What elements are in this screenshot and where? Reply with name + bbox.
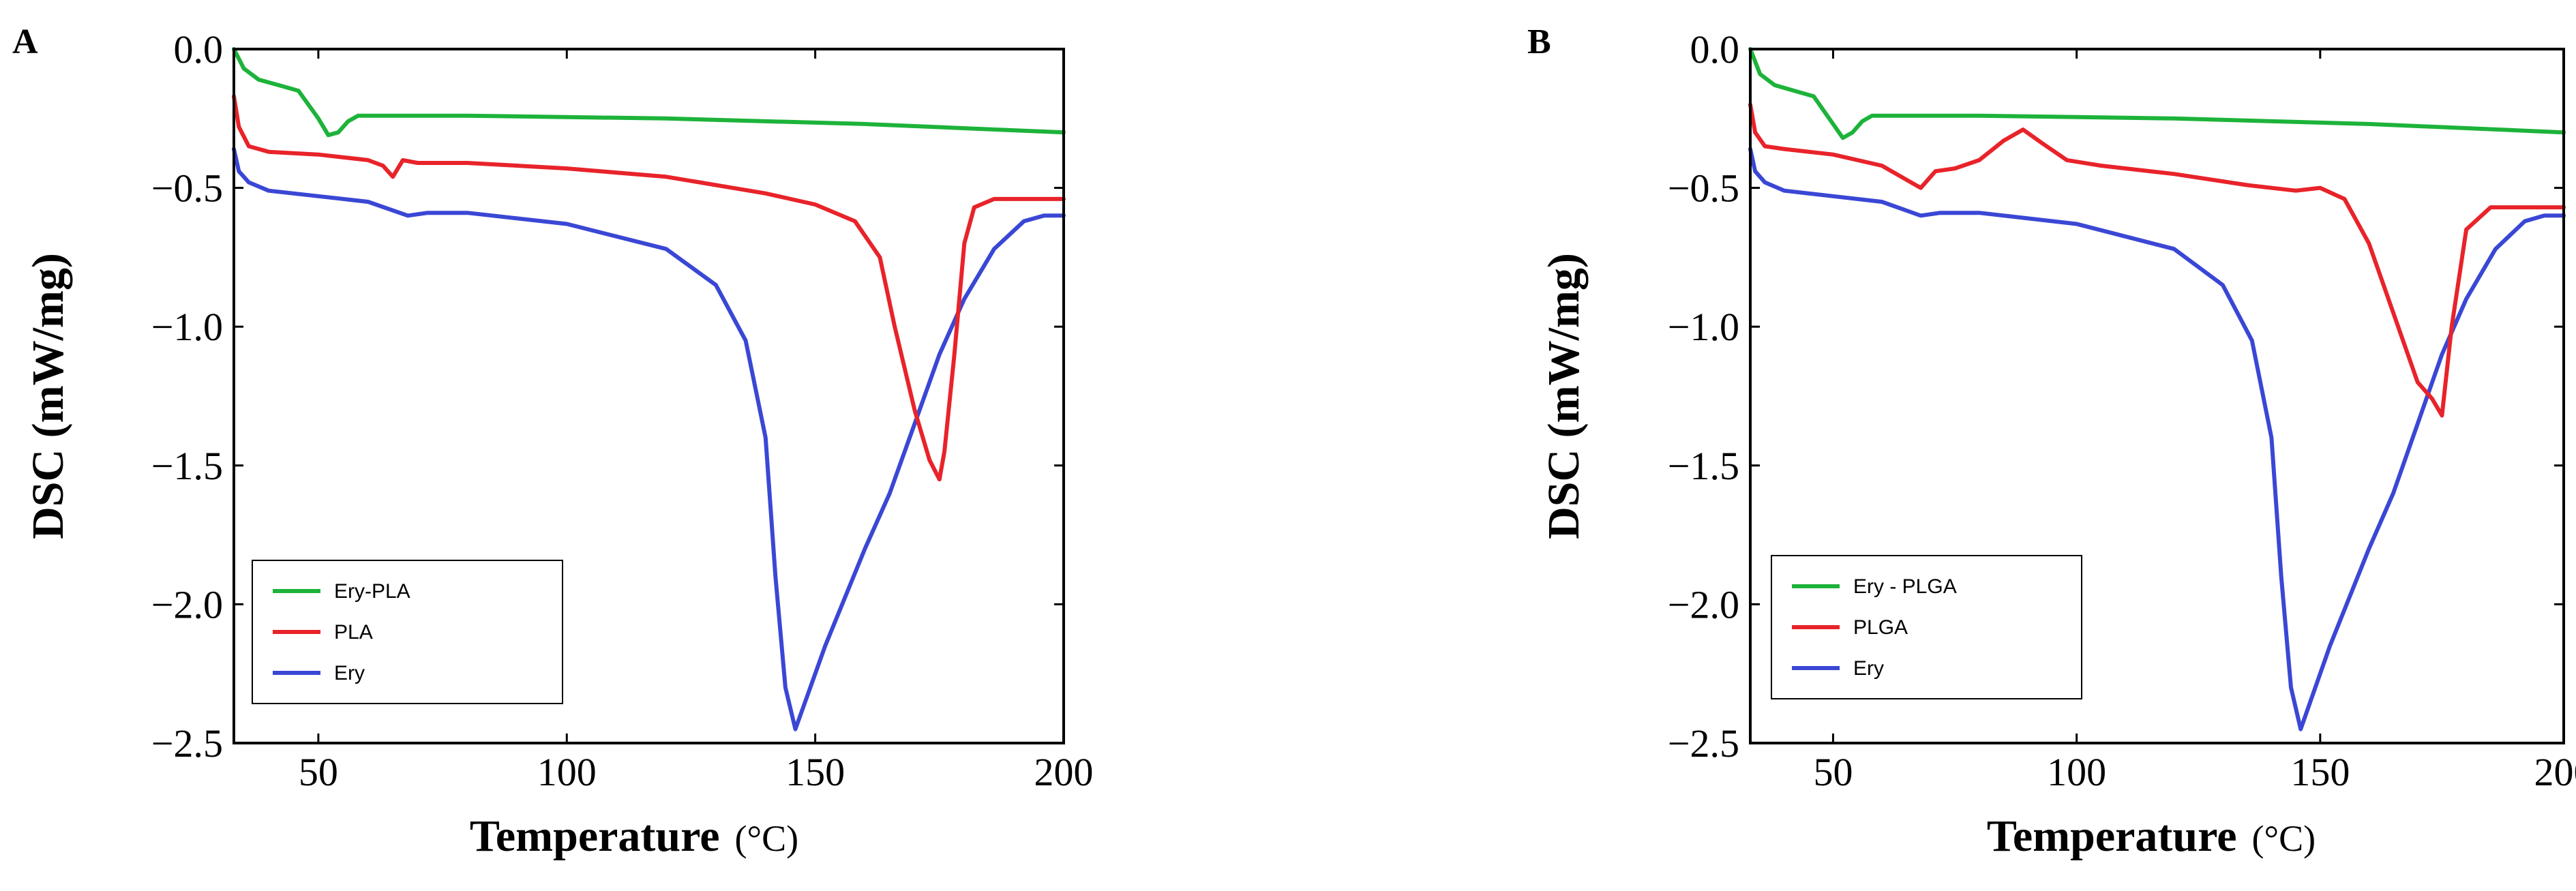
legend-label: Ery: [334, 662, 365, 684]
series-line-ery-pla: [232, 47, 1066, 138]
y-tick-label: −1.5: [151, 444, 223, 488]
y-tick-label: −2.0: [1668, 582, 1739, 626]
y-tick-label: 0.0: [1690, 27, 1740, 72]
x-tick-label: 100: [2047, 750, 2106, 794]
series-group: [1748, 47, 2566, 731]
y-axis-title: DSC (mW/mg): [23, 253, 73, 539]
plot-frame: [1749, 48, 2565, 744]
y-tick-label: −1.0: [151, 305, 223, 349]
y-tick-label: −1.5: [1668, 444, 1739, 488]
x-tick-label: 150: [2290, 750, 2350, 794]
x-axis-unit: (°C): [735, 818, 799, 859]
series-group: [232, 47, 1066, 731]
legend-label: Ery - PLGA: [1853, 575, 1957, 598]
x-tick-label: 100: [537, 750, 597, 794]
y-tick-label: −2.0: [151, 582, 223, 626]
legend: Ery - PLGA PLGA Ery: [1771, 555, 2082, 699]
chart-panel-b: B 0.0 −0.5 −1.0 −1.5 −2.0 −2.5 50 100 150 200 DSC (…: [1527, 22, 2576, 861]
y-tick-label: −0.5: [151, 166, 223, 211]
y-tick-label: −2.5: [1668, 721, 1739, 766]
x-tick-label: 200: [2534, 750, 2576, 794]
chart-panel-a: A 0.0 −0.5 −1.0 −1.5 −2.0 −2.5 50 100 150 200 DSC (…: [12, 22, 1094, 861]
series-line-plga: [1748, 102, 2566, 418]
series-line-ery: [232, 147, 1066, 731]
panel-label-a: A: [12, 22, 38, 61]
legend-label: Ery-PLA: [334, 580, 410, 603]
x-tick-label: 200: [1034, 750, 1094, 794]
series-line-ery-plga: [1748, 47, 2566, 140]
series-line-pla: [232, 94, 1066, 482]
x-axis-title-text: Temperature: [1987, 811, 2237, 861]
legend-label: PLGA: [1853, 616, 1908, 639]
y-tick-label: 0.0: [174, 27, 224, 72]
x-axis-title: Temperature (°C): [1987, 811, 2316, 861]
legend: Ery-PLA PLA Ery: [252, 560, 563, 704]
legend-label: PLA: [334, 621, 373, 644]
plot-frame: [233, 48, 1065, 744]
panel-label-b: B: [1527, 22, 1551, 61]
x-tick-label: 150: [785, 750, 845, 794]
x-tick-label: 50: [299, 750, 338, 794]
y-tick-label: −1.0: [1668, 305, 1739, 349]
legend-label: Ery: [1853, 657, 1884, 680]
y-tick-label: −2.5: [151, 721, 223, 766]
x-axis-title-text: Temperature: [470, 811, 720, 861]
x-axis-unit: (°C): [2252, 818, 2316, 859]
y-axis-title: DSC (mW/mg): [1539, 253, 1589, 539]
series-line-ery: [1748, 147, 2566, 731]
x-axis-title: Temperature (°C): [470, 811, 798, 861]
x-tick-label: 50: [1813, 750, 1853, 794]
y-tick-label: −0.5: [1668, 166, 1739, 211]
